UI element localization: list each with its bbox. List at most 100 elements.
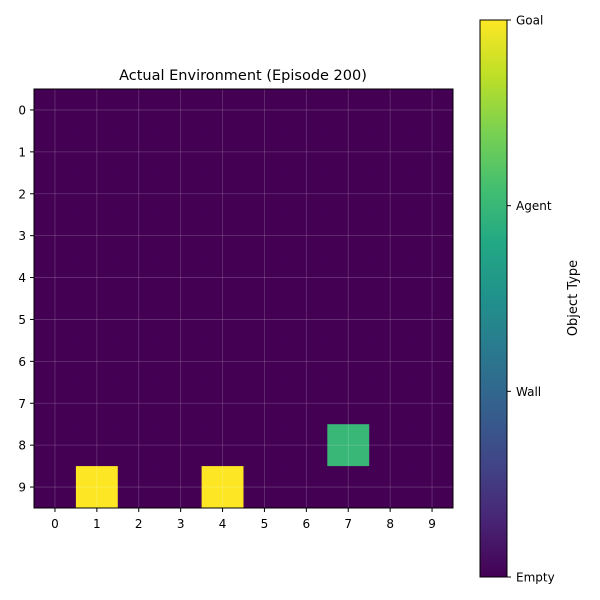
heatmap-cell-r5-c0: [34, 298, 77, 341]
heatmap-cell-r5-c1: [75, 298, 119, 341]
heatmap-cell-r0-c2: [117, 89, 161, 132]
chart-title: Actual Environment (Episode 200): [119, 68, 367, 84]
heatmap-cell-r1-c4: [201, 130, 244, 174]
heatmap-cell-r5-c8: [369, 298, 412, 341]
heatmap-cell-r2-c6: [285, 172, 328, 216]
x-tick-label: 7: [344, 517, 352, 531]
heatmap-cell-r4-c7: [327, 256, 370, 299]
heatmap-cells: [34, 89, 454, 509]
heatmap-cell-r8-c1: [75, 424, 119, 467]
heatmap-cell-r7-c8: [369, 382, 412, 425]
heatmap-cell-r4-c9: [411, 256, 454, 299]
heatmap-cell-r3-c6: [285, 214, 328, 257]
heatmap-cell-r7-c9: [411, 382, 454, 425]
heatmap-cell-r4-c6: [285, 256, 328, 299]
heatmap-cell-r5-c3: [159, 298, 202, 341]
heatmap-cell-r7-c5: [243, 382, 286, 425]
heatmap-cell-r0-c6: [285, 89, 328, 132]
heatmap-cell-r9-c0: [34, 466, 77, 509]
heatmap-cell-r3-c2: [117, 214, 161, 257]
x-tick-label: 5: [261, 517, 269, 531]
heatmap-cell-r1-c6: [285, 130, 328, 174]
x-tick-label: 3: [177, 517, 185, 531]
heatmap-cell-r0-c7: [327, 89, 370, 132]
heatmap-cell-r0-c4: [201, 89, 244, 132]
heatmap-cell-r6-c8: [369, 340, 412, 383]
heatmap-cell-r3-c7: [327, 214, 370, 257]
heatmap-cell-r3-c1: [75, 214, 119, 257]
colorbar-tick-label: Agent: [516, 199, 552, 213]
heatmap-cell-r0-c5: [243, 89, 286, 132]
heatmap-cell-r6-c2: [117, 340, 161, 383]
heatmap-cell-r9-c1: [75, 466, 119, 509]
heatmap-cell-r6-c5: [243, 340, 286, 383]
heatmap-cell-r7-c7: [327, 382, 370, 425]
heatmap-cell-r7-c0: [34, 382, 77, 425]
heatmap-cell-r9-c4: [201, 466, 244, 509]
x-tick-label: 4: [219, 517, 227, 531]
heatmap-cell-r2-c2: [117, 172, 161, 216]
heatmap-cell-r6-c0: [34, 340, 77, 383]
heatmap-cell-r0-c8: [369, 89, 412, 132]
colorbar-label: Object Type: [566, 260, 581, 336]
heatmap-cell-r6-c9: [411, 340, 454, 383]
heatmap-cell-r4-c0: [34, 256, 77, 299]
heatmap-cell-r0-c1: [75, 89, 119, 132]
heatmap-cell-r8-c4: [201, 424, 244, 467]
y-tick-label: 9: [18, 481, 26, 495]
y-tick-label: 1: [18, 145, 26, 159]
heatmap-cell-r4-c8: [369, 256, 412, 299]
heatmap-cell-r2-c5: [243, 172, 286, 216]
colorbar-ticks: Empty Wall Agent Goal: [507, 14, 555, 585]
colorbar-tick-label: Wall: [516, 385, 541, 399]
heatmap-cell-r3-c5: [243, 214, 286, 257]
heatmap-cell-r1-c9: [411, 130, 454, 174]
x-axis-ticks: 0 1 2 3 4 5 6 7 8 9: [51, 508, 436, 531]
heatmap-cell-r1-c5: [243, 130, 286, 174]
heatmap-cell-r8-c5: [243, 424, 286, 467]
heatmap-cell-r9-c2: [117, 466, 161, 509]
heatmap-cell-r7-c3: [159, 382, 202, 425]
y-tick-label: 7: [18, 397, 26, 411]
x-tick-label: 6: [303, 517, 311, 531]
heatmap-cell-r4-c1: [75, 256, 119, 299]
x-tick-label: 8: [386, 517, 394, 531]
heatmap-cell-r8-c2: [117, 424, 161, 467]
heatmap-cell-r8-c6: [285, 424, 328, 467]
y-axis-ticks: 0 1 2 3 4 5 6 7 8 9: [18, 103, 34, 495]
heatmap-cell-r5-c6: [285, 298, 328, 341]
heatmap-cell-r7-c2: [117, 382, 161, 425]
heatmap-cell-r1-c3: [159, 130, 202, 174]
heatmap-cell-r8-c9: [411, 424, 454, 467]
heatmap-cell-r4-c4: [201, 256, 244, 299]
x-tick-label: 1: [93, 517, 101, 531]
heatmap-cell-r2-c9: [411, 172, 454, 216]
heatmap-cell-r8-c3: [159, 424, 202, 467]
colorbar-tick-label: Goal: [516, 14, 543, 28]
heatmap-cell-r5-c4: [201, 298, 244, 341]
heatmap-cell-r9-c3: [159, 466, 202, 509]
heatmap-cell-r8-c8: [369, 424, 412, 467]
colorbar: [479, 19, 508, 578]
heatmap-cell-r0-c3: [159, 89, 202, 132]
heatmap-cell-r2-c4: [201, 172, 244, 216]
colorbar-tick-label: Empty: [516, 571, 555, 585]
heatmap-cell-r0-c0: [34, 89, 77, 132]
heatmap-cell-r6-c1: [75, 340, 119, 383]
heatmap-cell-r6-c7: [327, 340, 370, 383]
heatmap-cell-r2-c3: [159, 172, 202, 216]
heatmap-cell-r5-c9: [411, 298, 454, 341]
y-tick-label: 3: [18, 229, 26, 243]
y-tick-label: 2: [18, 187, 26, 201]
heatmap-cell-r3-c8: [369, 214, 412, 257]
heatmap-cell-r5-c7: [327, 298, 370, 341]
heatmap-cell-r4-c2: [117, 256, 161, 299]
heatmap-cell-r4-c5: [243, 256, 286, 299]
heatmap-cell-r7-c4: [201, 382, 244, 425]
heatmap-cell-r1-c0: [34, 130, 77, 174]
heatmap-cell-r1-c1: [75, 130, 119, 174]
heatmap-cell-r5-c5: [243, 298, 286, 341]
heatmap-cell-r2-c1: [75, 172, 119, 216]
heatmap-cell-r8-c0: [34, 424, 77, 467]
